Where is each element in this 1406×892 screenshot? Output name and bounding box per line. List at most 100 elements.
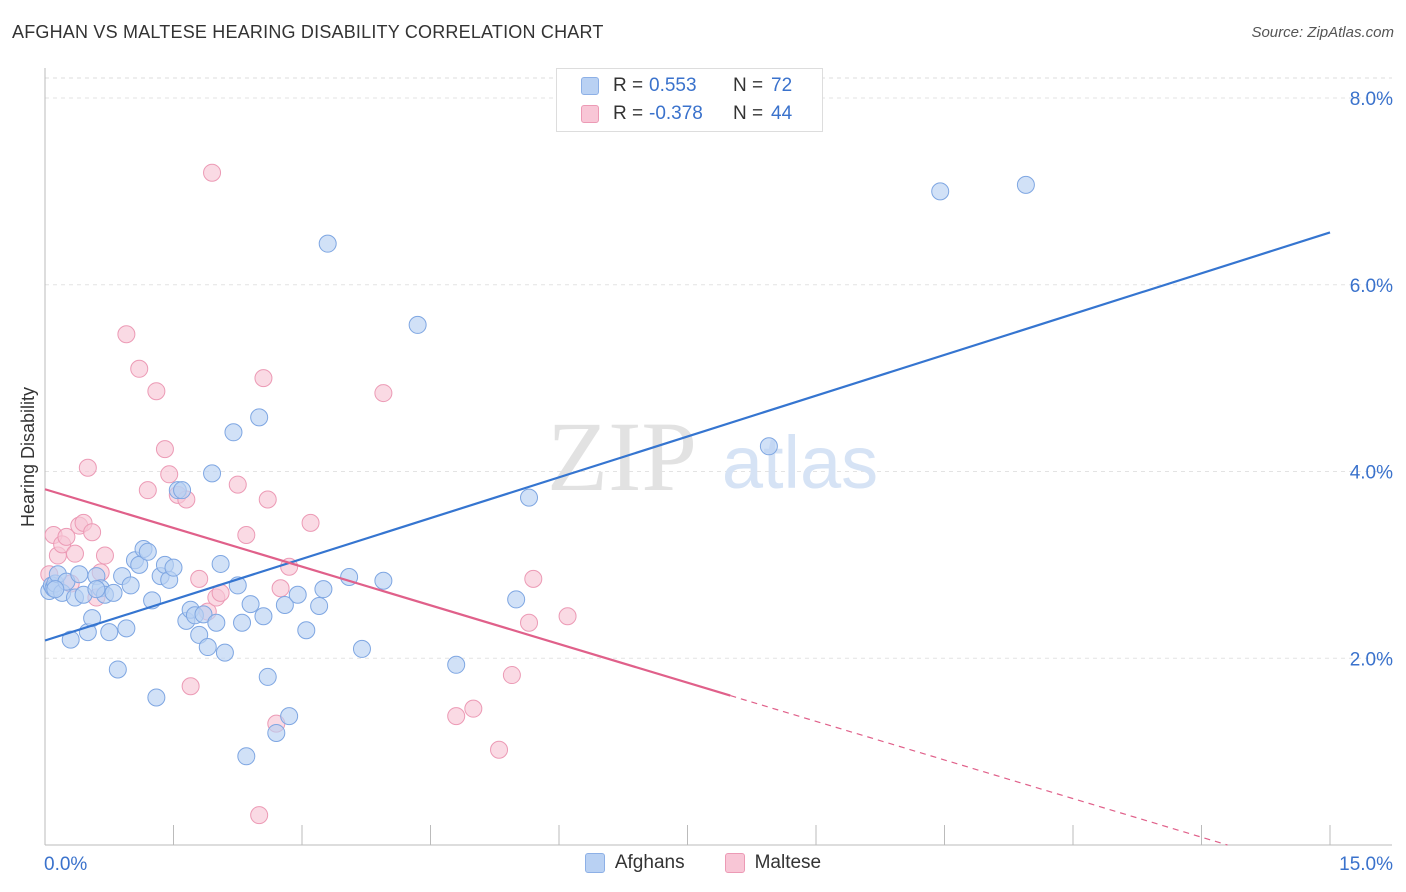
afghans-legend-label: Afghans (614, 852, 685, 873)
afghans-point (198, 638, 217, 657)
maltese-point (117, 325, 136, 344)
afghans-point (275, 596, 294, 615)
maltese-point (250, 806, 269, 825)
afghans-point (310, 596, 329, 615)
afghans-point (100, 623, 119, 642)
afghans-point (211, 554, 230, 573)
afghans-point (104, 583, 123, 602)
afghans-point (61, 630, 80, 649)
afghans-point (203, 464, 222, 483)
legend-n-value-maltese: 44 (771, 103, 793, 124)
afghans-swatch (581, 77, 599, 95)
afghans-point (408, 315, 427, 334)
maltese-legend-swatch (724, 853, 745, 873)
maltese-point (271, 579, 290, 598)
maltese-point (254, 369, 273, 388)
y-tick-label: 8.0% (1350, 89, 1393, 110)
afghans-point (87, 580, 106, 599)
trend-lines (44, 231, 1331, 846)
maltese-point (374, 384, 393, 403)
afghans-point (207, 613, 226, 632)
afghans-point (267, 723, 286, 742)
afghans-legend-swatch (584, 853, 605, 873)
afghans-point (173, 481, 192, 500)
maltese-legend-label: Maltese (754, 852, 822, 873)
afghans-point (280, 707, 299, 726)
bottom-legend-afghans[interactable]: Afghans (584, 852, 685, 874)
maltese-point (490, 740, 509, 759)
maltese-point (228, 475, 247, 494)
maltese-point (57, 527, 76, 546)
maltese-point (524, 569, 543, 588)
legend-box: R = 0.553 N = 72 R = -0.378 N = 44 (556, 68, 823, 132)
maltese-point (301, 513, 320, 532)
bottom-legend: Afghans Maltese (0, 852, 1406, 874)
grid-lines (45, 77, 1392, 659)
axes (44, 68, 1392, 846)
legend-n-value-afghans: 72 (771, 75, 793, 96)
maltese-point (78, 458, 97, 477)
afghans-point (46, 580, 65, 599)
bottom-legend-maltese[interactable]: Maltese (724, 852, 822, 874)
maltese-point (65, 544, 84, 563)
afghans-point (352, 639, 371, 658)
maltese-point (558, 607, 577, 626)
maltese-point (147, 382, 166, 401)
afghans-point (164, 558, 183, 577)
legend-r-label: R = (613, 75, 644, 96)
maltese-point (258, 490, 277, 509)
afghans-point (254, 607, 273, 626)
afghans-point (250, 408, 269, 427)
maltese-point (95, 546, 114, 565)
afghans-point (931, 182, 950, 201)
legend-n-label: N = (733, 75, 764, 96)
afghans-point (194, 605, 213, 624)
afghans-point (237, 747, 256, 766)
maltese-point (190, 569, 209, 588)
afghans-point (233, 613, 252, 632)
maltese-point (237, 526, 256, 544)
afghans-point (447, 655, 466, 674)
legend-row-maltese: R = -0.378 N = 44 (581, 102, 792, 126)
afghans-point (70, 565, 89, 584)
afghans-point (520, 488, 539, 507)
afghans-point (241, 595, 260, 614)
legend-r-value-afghans: 0.553 (649, 75, 697, 96)
afghans-point (258, 667, 277, 686)
y-tick-label: 2.0% (1350, 649, 1393, 670)
legend-row-afghans: R = 0.553 N = 72 (581, 74, 792, 98)
maltese-point (160, 465, 179, 484)
afghans-point (138, 542, 157, 561)
afghans-point (108, 660, 127, 679)
maltese-point (447, 707, 466, 726)
legend-r-label: R = (613, 103, 644, 124)
axis-labels: 2.0% 4.0% 6.0% 8.0% 0.0% 15.0% Hearing Disabil… (18, 89, 1393, 875)
maltese-point (464, 699, 483, 718)
maltese-point (138, 481, 157, 500)
afghans-point (374, 571, 393, 590)
maltese-swatch (581, 105, 599, 123)
legend-n-label: N = (733, 103, 764, 124)
maltese-point (83, 523, 102, 542)
watermark-atlas: atlas (722, 421, 878, 504)
maltese-point (181, 677, 200, 696)
afghans-point (759, 437, 778, 456)
afghans-point (215, 643, 234, 662)
afghans-point (117, 619, 136, 638)
afghans-point (121, 576, 140, 595)
maltese-trendline (44, 488, 731, 697)
source-label: Source: ZipAtlas.com (1251, 24, 1394, 41)
afghans-point (507, 590, 526, 609)
maltese-point (130, 359, 149, 378)
x-tick-label: 15.0% (1339, 854, 1393, 875)
afghans-point (318, 234, 337, 253)
afghans-trendline (44, 231, 1331, 642)
afghans-point (297, 621, 316, 640)
maltese-trendline-extension (730, 695, 1228, 846)
y-tick-label: 6.0% (1350, 276, 1393, 297)
afghans-point (147, 688, 166, 707)
afghans-point (314, 580, 333, 599)
maltese-point (203, 163, 222, 182)
maltese-point (520, 613, 539, 632)
afghans-point (224, 423, 243, 442)
